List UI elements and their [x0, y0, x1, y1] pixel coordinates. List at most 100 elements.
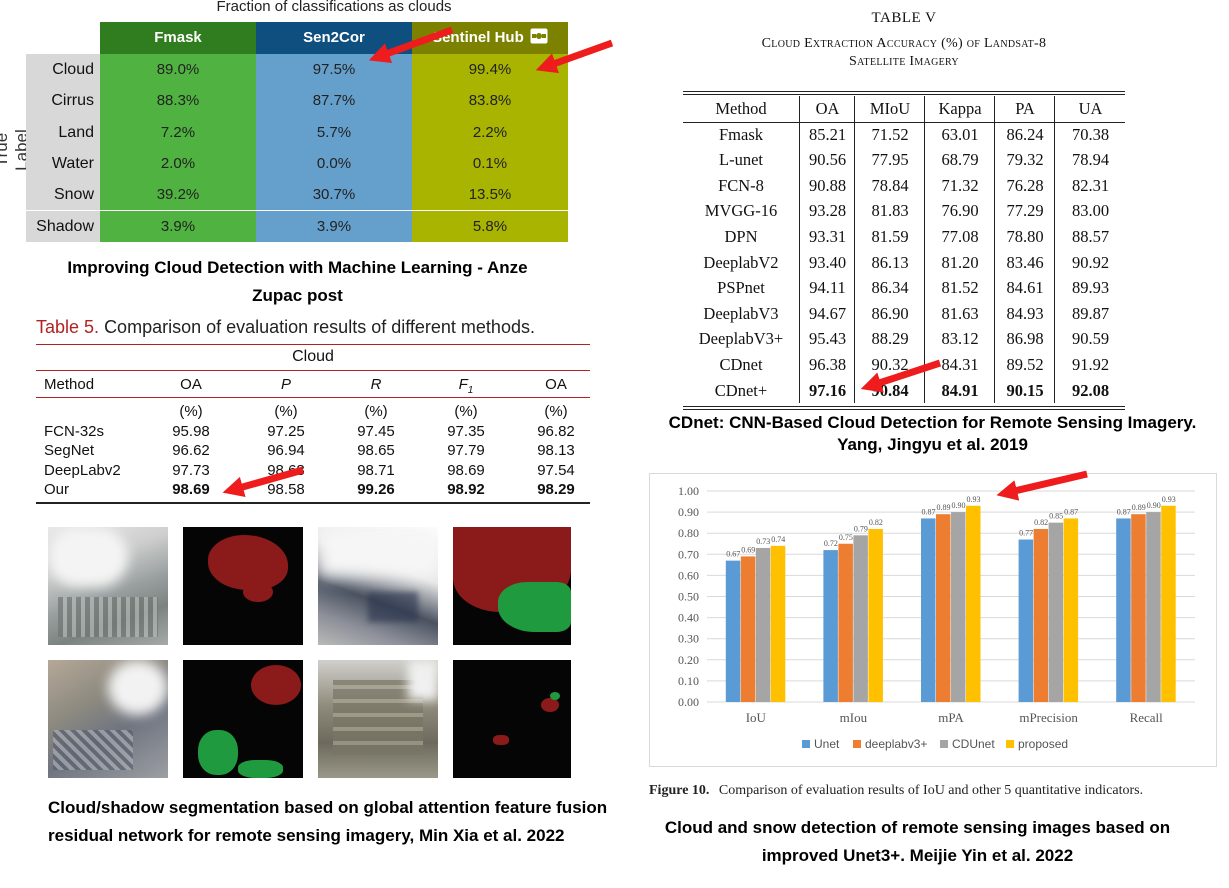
panel1-cell: 5.8%	[412, 210, 568, 242]
panel3-table-subtitle: Cloud Extraction Accuracy (%) of Landsat…	[683, 35, 1125, 71]
chart-data-label: 0.87	[1117, 507, 1131, 516]
panel3-value-cell: 77.29	[994, 198, 1055, 224]
panel1-cell: 39.2%	[100, 179, 256, 211]
chart-bar	[1033, 528, 1049, 702]
panel2-header-cell: P	[256, 376, 316, 393]
panel2-caption: Cloud/shadow segmentation based on globa…	[48, 798, 608, 845]
panel3-value-cell: 85.21	[799, 121, 855, 148]
panel1-cell: 2.2%	[412, 116, 568, 148]
arrow-sen2cor-cloud	[368, 26, 454, 64]
panel3-value-cell: 93.31	[799, 224, 855, 250]
chart-bar	[838, 543, 853, 702]
panel2-method-cell: SegNet	[44, 442, 95, 460]
panel2-header-text: R	[370, 376, 382, 393]
chart-data-label: 0.75	[839, 533, 853, 542]
panel3-value-cell: 68.79	[924, 147, 995, 173]
panel2-value-cell: 98.13	[537, 442, 575, 460]
bar-chart: 0.00 0.10 0.20 0.30 0.40 0.50 0.60 0.70 0.80 0.90…	[678, 484, 1195, 751]
panel1-cell: 0.0%	[256, 147, 412, 180]
panel1-cell: 2.0%	[100, 147, 256, 180]
panel1-row-label: Land	[26, 116, 100, 148]
panel1-row-label: Cloud	[26, 54, 100, 86]
panel2-unit-cell: (%)	[179, 403, 203, 420]
chart-bar	[1146, 512, 1161, 702]
panel3-value-cell: 93.40	[799, 249, 855, 276]
panel3-rule-top1	[683, 91, 1125, 92]
panel2-unit-cell: (%)	[274, 403, 298, 420]
panel3-rule-header	[683, 121, 1125, 123]
chart-bar	[1161, 505, 1176, 702]
panel3-method-cell: DPN	[724, 227, 758, 246]
chart-y-tick-label: 0.20	[678, 653, 699, 667]
panel1-cell: 5.7%	[256, 116, 412, 148]
panel3-value-cell: 90.88	[799, 172, 855, 199]
chart-data-label: 0.85	[1049, 512, 1063, 521]
panel3-value-cell: 63.01	[924, 121, 995, 148]
chart-bar	[951, 512, 966, 702]
legend-swatch	[802, 740, 810, 748]
panel2-rule-top	[36, 344, 590, 345]
chart-category-label: Recall	[1130, 710, 1164, 725]
panel2-value-cell: 96.82	[537, 422, 575, 440]
chart-bar	[853, 535, 868, 702]
panel3-value-cell: 83.00	[1054, 198, 1126, 224]
panel2-value-cell: 98.58	[267, 481, 305, 499]
panel3-value-cell: 77.95	[854, 147, 925, 173]
panel3-value-cell: 81.20	[924, 249, 995, 276]
chart-bar	[966, 505, 981, 702]
panel1-cell: 7.2%	[100, 116, 256, 148]
panel3-subtitle-line1: Cloud Extraction Accuracy (%) of Landsat…	[761, 36, 1047, 51]
chart-data-label: 0.79	[854, 524, 868, 533]
panel2-value-cell: 97.79	[447, 442, 485, 460]
chart-y-tick-label: 0.40	[678, 611, 699, 625]
panel3-value-cell: 94.67	[799, 300, 855, 327]
panel1-cell: 0.1%	[412, 147, 568, 180]
panel3-value-cell: 81.83	[854, 198, 925, 224]
panel3-value-cell: 83.12	[924, 326, 995, 352]
chart-bar	[740, 556, 756, 702]
chart-y-tick-label: 0.30	[678, 632, 699, 646]
panel2-rule-mid	[36, 370, 590, 371]
panel3-value-cell: 90.92	[1054, 249, 1126, 276]
panel3-value-cell: 77.08	[924, 224, 995, 250]
panel3-value-cell: 78.80	[994, 224, 1055, 250]
chart-y-tick-label: 0.80	[678, 526, 699, 540]
panel3-rule-top2	[683, 94, 1125, 95]
arrow-cdnet-plus	[860, 359, 942, 393]
panel3-value-cell: 95.43	[799, 326, 855, 352]
panel2-header-cell: F1	[436, 376, 496, 396]
panel2-value-cell: 98.29	[537, 481, 575, 499]
chart-bar	[868, 528, 883, 702]
panel2-method-cell: FCN-32s	[44, 422, 105, 440]
chart-bar	[770, 545, 786, 702]
panel1-cell: 3.9%	[100, 210, 256, 242]
mask-image-3	[183, 660, 303, 778]
panel3-value-cell: 70.38	[1054, 121, 1126, 148]
panel1-header-sentinel-hub-label: Sentinel Hub	[432, 29, 524, 46]
panel3-table-number: TABLE V	[871, 10, 937, 26]
panel2-value-cell: 97.45	[357, 422, 395, 440]
panel3-value-cell: 81.52	[924, 275, 995, 301]
panel1-header-fmask: Fmask	[100, 22, 256, 54]
panel2-value-cell: 97.35	[447, 422, 485, 440]
chart-data-label: 0.73	[756, 537, 770, 546]
chart-bar	[1063, 518, 1079, 702]
panel3-value-cell: 90.56	[799, 147, 855, 173]
chart-y-tick-label: 0.00	[678, 695, 699, 709]
panel3-value-cell: 90.59	[1054, 326, 1126, 352]
panel2-method-cell: DeepLabv2	[44, 461, 121, 479]
legend-label: Unet	[814, 737, 840, 751]
panel3-header-cell: MIoU	[854, 96, 925, 122]
chart-bar	[921, 518, 936, 702]
panel3-value-cell: 86.90	[854, 300, 925, 327]
chart-y-tick-label: 1.00	[678, 484, 699, 498]
panel3-method-cell: PSPnet	[717, 278, 765, 298]
panel1-table: Cloud 89.0% 97.5% 99.4% Cirrus 88.3% 87.7% 83.8…	[26, 54, 568, 242]
legend-label: CDUnet	[952, 737, 995, 751]
chart-bar	[1116, 518, 1131, 702]
panel2-value-cell: 98.92	[447, 481, 485, 499]
panel4-figure-label: Figure 10.	[649, 783, 710, 798]
panel3-value-cell: 81.63	[924, 300, 995, 327]
panel3-value-cell: 83.46	[994, 249, 1055, 276]
